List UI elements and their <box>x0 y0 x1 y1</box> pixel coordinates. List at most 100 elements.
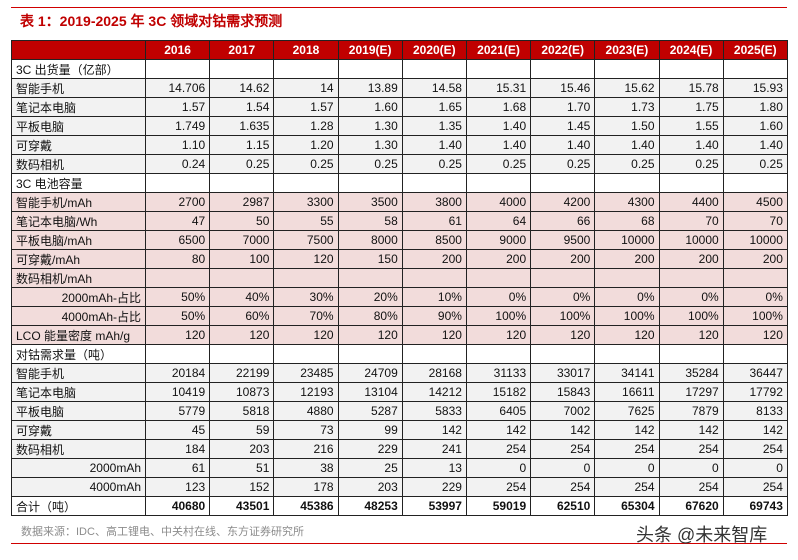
column-header: 2021(E) <box>465 40 532 60</box>
table-cell: 5833 <box>401 401 467 421</box>
table-cell: 1.40 <box>722 135 788 155</box>
column-header: 2020(E) <box>401 40 467 60</box>
table-cell: 73 <box>273 420 339 440</box>
table-cell: 229 <box>401 477 467 497</box>
table-cell <box>401 268 467 288</box>
table-cell <box>144 344 211 364</box>
table-cell: 1.15 <box>209 135 275 155</box>
table-cell: 1.57 <box>144 97 211 117</box>
table-cell: 4300 <box>594 192 660 212</box>
table-cell: 1.70 <box>530 97 596 117</box>
table-cell: 1.40 <box>401 135 467 155</box>
table-cell: 10000 <box>658 230 724 250</box>
row-label: 3C 出货量（亿部） <box>11 59 146 79</box>
table-cell: 65304 <box>594 496 660 516</box>
table-cell: 13104 <box>337 382 403 402</box>
cobalt-demand-table: 2016 2017 2018 2019(E) 2020(E) 2021(E) 2022(E)… <box>11 40 788 516</box>
table-cell: 1.80 <box>722 97 788 117</box>
table-cell <box>594 344 660 364</box>
table-cell: 120 <box>401 325 467 345</box>
table-cell: 9000 <box>465 230 532 250</box>
table-cell: 100% <box>594 306 660 326</box>
table-cell: 123 <box>144 477 211 497</box>
table-cell: 7879 <box>658 401 724 421</box>
table-cell: 1.635 <box>209 116 275 136</box>
table-cell: 10873 <box>209 382 275 402</box>
table-cell: 142 <box>722 420 788 440</box>
table-cell <box>530 173 596 193</box>
table-cell <box>594 173 660 193</box>
table-cell: 120 <box>594 325 660 345</box>
row-label: 数码相机 <box>11 439 146 459</box>
table-row: 数码相机 0.24 0.25 0.25 0.25 0.25 0.25 0.25 0.25 0.25… <box>11 154 788 174</box>
table-cell: 8000 <box>337 230 403 250</box>
table-cell: 1.60 <box>337 97 403 117</box>
table-cell <box>273 59 339 79</box>
table-cell: 33017 <box>530 363 596 383</box>
table-row: 合计（吨） 40680 43501 45386 48253 53997 59019 62510… <box>11 496 788 516</box>
table-cell <box>273 344 339 364</box>
table-cell: 10000 <box>594 230 660 250</box>
table-row: LCO 能量密度 mAh/g 120 120 120 120 120 120 120 120 12… <box>11 325 788 345</box>
table-cell: 15.31 <box>465 78 532 98</box>
row-label: 平板电脑 <box>11 116 146 136</box>
table-cell: 58 <box>337 211 403 231</box>
table-cell: 178 <box>273 477 339 497</box>
table-cell: 6500 <box>144 230 211 250</box>
table-cell: 254 <box>594 477 660 497</box>
table-cell: 35284 <box>658 363 724 383</box>
table-row: 智能手机 20184 22199 23485 24709 28168 31133 33017 3… <box>11 363 788 383</box>
table-cell: 0.25 <box>401 154 467 174</box>
table-cell <box>594 268 660 288</box>
table-cell: 0% <box>465 287 532 307</box>
table-row: 2000mAh 61 51 38 25 13 0 0 0 0 0 <box>11 458 788 478</box>
table-cell: 1.35 <box>401 116 467 136</box>
row-label: 笔记本电脑 <box>11 97 146 117</box>
table-title: 表 1：2019-2025 年 3C 领域对钴需求预测 <box>20 13 283 29</box>
table-cell: 0 <box>530 458 596 478</box>
table-cell: 1.57 <box>273 97 339 117</box>
table-cell: 203 <box>209 439 275 459</box>
row-label: 可穿戴/mAh <box>11 249 146 269</box>
table-cell: 0 <box>658 458 724 478</box>
table-cell <box>658 173 724 193</box>
table-cell: 142 <box>530 420 596 440</box>
table-cell: 3800 <box>401 192 467 212</box>
table-cell: 50 <box>209 211 275 231</box>
table-cell: 70 <box>658 211 724 231</box>
table-cell: 12193 <box>273 382 339 402</box>
row-label: 平板电脑 <box>11 401 146 421</box>
table-cell: 254 <box>530 439 596 459</box>
table-cell: 120 <box>465 325 532 345</box>
table-cell: 120 <box>273 249 339 269</box>
table-cell: 30% <box>273 287 339 307</box>
table-cell: 0 <box>465 458 532 478</box>
table-cell: 60% <box>209 306 275 326</box>
table-cell: 0.25 <box>594 154 660 174</box>
table-cell <box>273 268 339 288</box>
table-cell: 4500 <box>722 192 788 212</box>
table-cell <box>337 268 403 288</box>
table-cell: 40% <box>209 287 275 307</box>
row-label: 4000mAh-占比 <box>11 306 146 326</box>
table-row: 2000mAh-占比 50% 40% 30% 20% 10% 0% 0% 0% 0% 0% <box>11 287 788 307</box>
table-cell <box>594 59 660 79</box>
table-cell: 7500 <box>273 230 339 250</box>
column-header: 2019(E) <box>337 40 403 60</box>
table-cell: 1.40 <box>658 135 724 155</box>
row-label: 数码相机 <box>11 154 146 174</box>
table-cell: 70 <box>722 211 788 231</box>
table-cell: 16611 <box>594 382 660 402</box>
table-cell: 3300 <box>273 192 339 212</box>
table-cell: 5779 <box>144 401 211 421</box>
table-cell: 10419 <box>144 382 211 402</box>
table-row: 笔记本电脑/Wh 47 50 55 58 61 64 66 68 70 70 <box>11 211 788 231</box>
row-label: LCO 能量密度 mAh/g <box>11 325 146 345</box>
table-cell: 50% <box>144 287 211 307</box>
table-cell: 14.62 <box>209 78 275 98</box>
table-cell: 8133 <box>722 401 788 421</box>
table-cell: 2700 <box>144 192 211 212</box>
table-cell: 120 <box>273 325 339 345</box>
table-cell <box>465 173 532 193</box>
table-cell: 62510 <box>530 496 596 516</box>
